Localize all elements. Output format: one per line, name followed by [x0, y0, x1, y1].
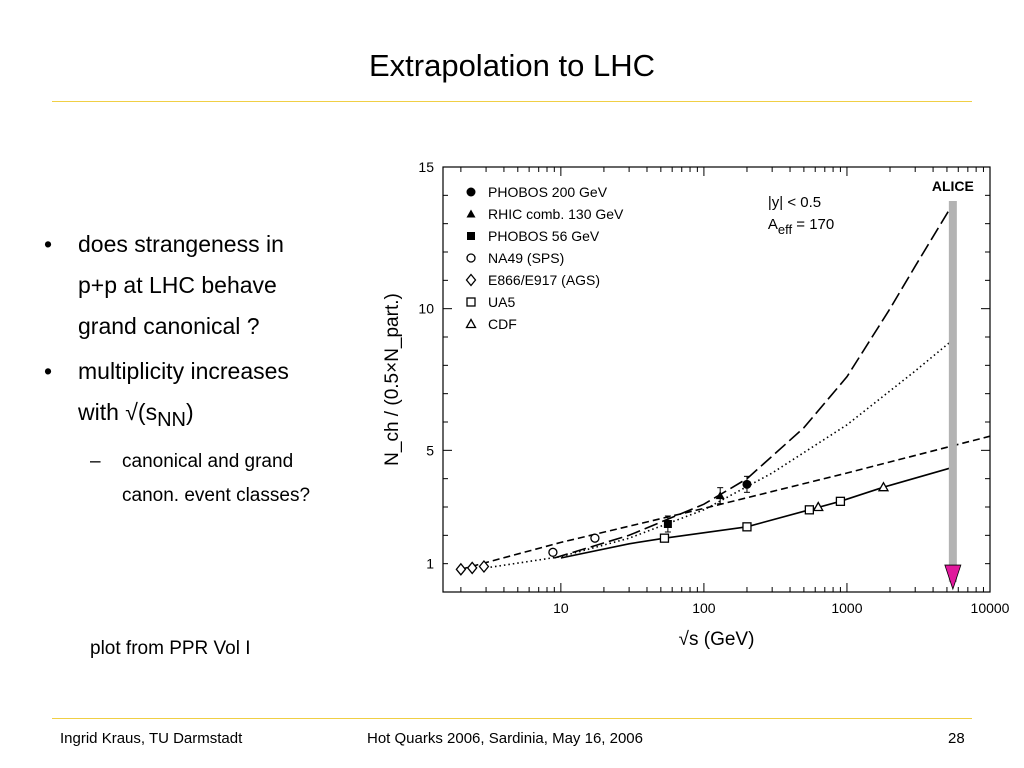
- bullet-symbol: •: [44, 358, 53, 384]
- curve-dotted: [485, 339, 954, 569]
- marker-open-square: [835, 496, 846, 506]
- y-tick-label: 10: [418, 301, 434, 317]
- x-tick-label: 10000: [971, 600, 1010, 616]
- x-tick-label: 10: [553, 600, 569, 616]
- marker-open-square: [804, 505, 815, 515]
- alice-label: ALICE: [932, 178, 974, 194]
- legend-entry: UA5: [488, 294, 515, 310]
- marker-open-circle: [466, 253, 476, 263]
- curve-short-dash: [460, 435, 991, 571]
- y-axis-label: N_ch / (0.5×N_part.): [382, 293, 403, 466]
- bullet-line: p+p at LHC behave: [78, 272, 277, 298]
- bullet-line: grand canonical ?: [78, 313, 260, 339]
- bullet-line-with: with √(sNN): [78, 392, 350, 441]
- alice-arrow: [944, 564, 962, 591]
- footer-event: Hot Quarks 2006, Sardinia, May 16, 2006: [367, 730, 643, 747]
- marker-filled-square: [467, 232, 475, 240]
- sub-bullet-line: canonical and grand: [122, 451, 294, 472]
- marker-open-triangle: [465, 318, 477, 329]
- bullet-line: multiplicity increases: [78, 358, 289, 384]
- page-number: 28: [948, 730, 965, 747]
- footer-divider: [52, 718, 972, 719]
- curve-long-dash: [554, 203, 954, 559]
- close-paren: ): [185, 399, 194, 425]
- legend-entry: E866/E917 (AGS): [488, 272, 600, 288]
- marker-open-triangle: [812, 501, 824, 512]
- marker-filled-triangle: [466, 209, 476, 218]
- marker-open-triangle: [877, 481, 890, 492]
- x-tick-label: 100: [692, 600, 716, 616]
- marker-open-square: [659, 533, 670, 543]
- bullet-item-strangeness: • does strangeness in p+p at LHC behave …: [40, 224, 350, 347]
- curve-solid: [560, 466, 954, 559]
- marker-filled-triangle: [715, 491, 725, 500]
- x-axis-label: √s (GeV): [679, 629, 755, 650]
- footer-author: Ingrid Kraus, TU Darmstadt: [60, 730, 243, 747]
- legend-entry: CDF: [488, 316, 517, 332]
- marker-filled-circle: [466, 187, 476, 197]
- legend-entry: RHIC comb. 130 GeV: [488, 206, 624, 222]
- sub-bullet-line: canon. event classes?: [122, 485, 311, 506]
- marker-open-diamond: [465, 273, 477, 287]
- y-tick-label: 1: [426, 556, 434, 572]
- legend-entry: PHOBOS 56 GeV: [488, 228, 600, 244]
- marker-filled-square: [663, 520, 672, 528]
- marker-filled-circle: [742, 479, 752, 489]
- source-note: plot from PPR Vol I: [90, 638, 251, 659]
- marker-open-diamond: [466, 561, 478, 575]
- bullet-line: does strangeness in: [78, 231, 284, 257]
- rapidity-annotation: |y| < 0.5: [768, 194, 821, 211]
- y-tick-label: 15: [418, 159, 434, 175]
- bullet-item-multiplicity: • multiplicity increases with √(sNN): [40, 351, 350, 441]
- title-divider: [52, 101, 972, 102]
- y-tick-label: 5: [426, 442, 434, 458]
- marker-open-diamond: [455, 562, 467, 576]
- bullet-list: • does strangeness in p+p at LHC behave …: [40, 224, 350, 513]
- legend-entry: PHOBOS 200 GeV: [488, 184, 608, 200]
- marker-open-circle: [548, 547, 558, 557]
- alice-bar: [948, 201, 957, 583]
- slide-title: Extrapolation to LHC: [368, 48, 656, 83]
- dash-symbol: –: [90, 451, 101, 472]
- sub-bullet-item: – canonical and grand canon. event class…: [40, 445, 350, 513]
- x-tick-label: 1000: [831, 600, 862, 616]
- plot-frame: [442, 166, 991, 593]
- nn-subscript: NN: [157, 409, 186, 431]
- bullet-symbol: •: [44, 231, 53, 257]
- legend-entry: NA49 (SPS): [488, 250, 564, 266]
- marker-open-square: [742, 522, 752, 532]
- marker-open-circle: [590, 533, 600, 543]
- with-text: with √(s: [78, 399, 158, 425]
- marker-open-diamond: [478, 559, 490, 574]
- marker-open-square: [466, 297, 476, 307]
- a-eff-annotation: Aeff = 170: [768, 216, 834, 237]
